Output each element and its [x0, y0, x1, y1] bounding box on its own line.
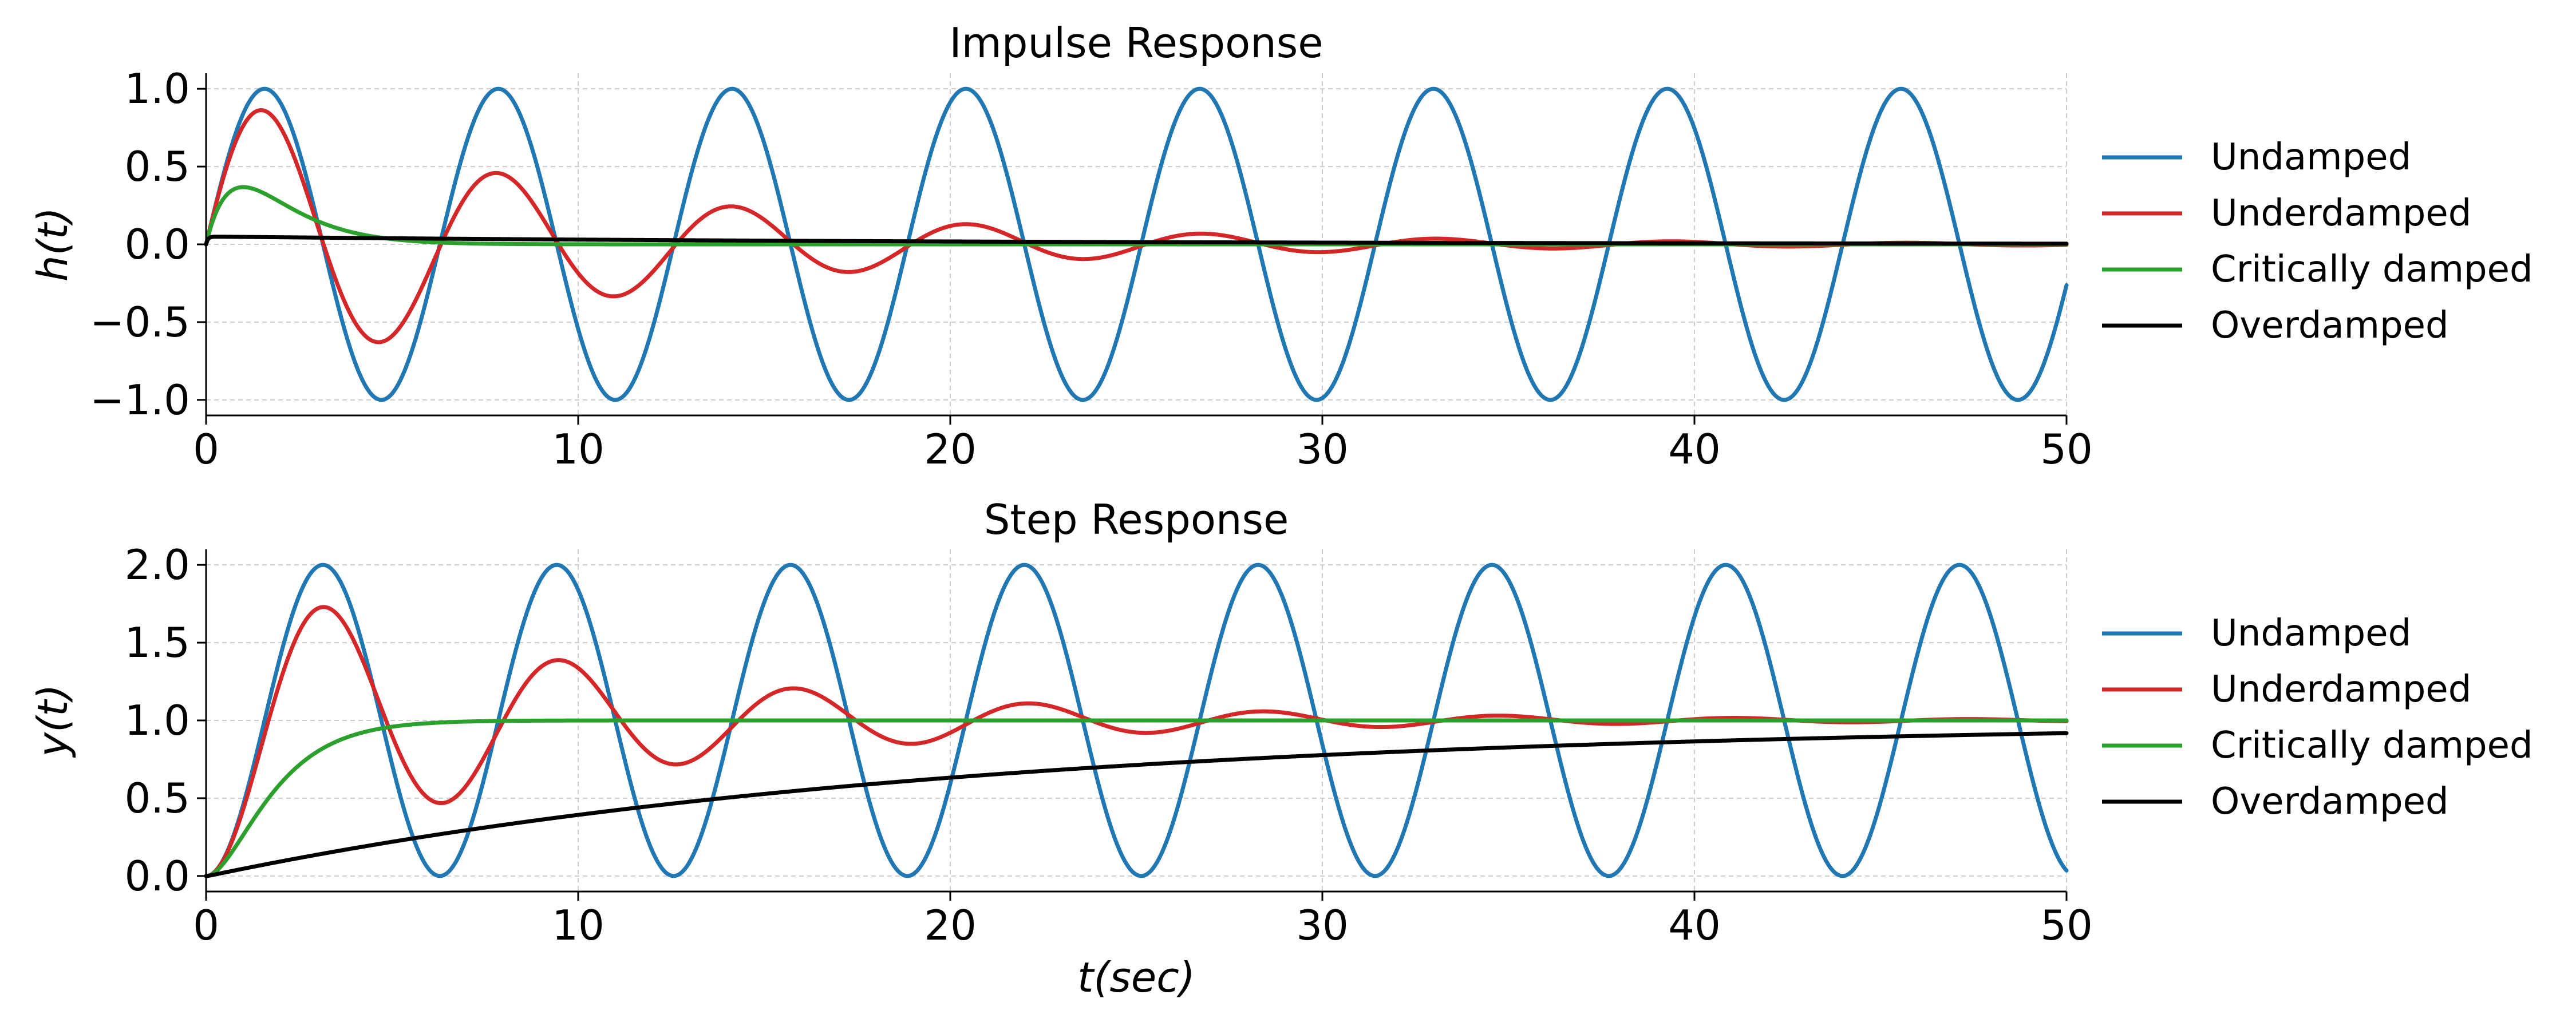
- y-tick-label: 1.0: [124, 696, 190, 744]
- x-tick-label: 30: [1296, 901, 1349, 949]
- y-tick-label: 2.0: [124, 541, 190, 589]
- chart-title: Impulse Response: [949, 19, 1323, 67]
- legend: Undamped Underdamped Critically damped Over…: [2102, 136, 2533, 347]
- legend-label-undamped: Undamped: [2211, 612, 2411, 655]
- y-tick-label: 0.5: [124, 142, 190, 191]
- y-tick-label: 0.0: [124, 220, 190, 268]
- y-tick-label: −0.5: [90, 298, 190, 346]
- legend-label-overdamped: Overdamped: [2211, 304, 2449, 347]
- x-tick-label: 10: [552, 425, 605, 473]
- legend-label-undamped: Undamped: [2211, 136, 2411, 179]
- x-tick-label: 30: [1296, 425, 1349, 473]
- series-group: [204, 86, 2069, 402]
- x-tick-label: 50: [2040, 901, 2093, 949]
- series-group: [204, 562, 2069, 878]
- x-axis-label: t(sec): [1077, 953, 1195, 1001]
- legend-label-overdamped: Overdamped: [2211, 781, 2449, 823]
- series-line-overdamped: [204, 731, 2069, 878]
- y-tick-label: 0.0: [124, 852, 190, 900]
- series-line-undamped: [204, 86, 2069, 402]
- x-tick-label: 20: [924, 901, 977, 949]
- y-tick-label: 0.5: [124, 774, 190, 822]
- x-tick-label: 20: [924, 425, 977, 473]
- subplot-1: 0 10 20 30 40 50 −1.0 −0.5 0.0 0.5 1.0 Impulse Resp…: [29, 19, 2533, 473]
- legend-label-critically-damped: Critically damped: [2211, 248, 2533, 291]
- x-tick-label: 10: [552, 901, 605, 949]
- series-line-overdamped: [204, 235, 2069, 247]
- x-tick-label: 0: [193, 425, 219, 473]
- x-tick-label: 0: [193, 901, 219, 949]
- series-line-underdamped: [204, 108, 2069, 344]
- series-line-underdamped: [204, 605, 2069, 878]
- y-axis-label: h(t): [29, 207, 77, 282]
- series-line-critically-damped: [204, 185, 2069, 247]
- x-tick-label: 40: [1668, 425, 1721, 473]
- subplot-2: 0 10 20 30 40 50 0.0 0.5 1.0 1.5 2.0 Step Response y…: [29, 496, 2533, 1001]
- legend: Undamped Underdamped Critically damped Over…: [2102, 612, 2533, 823]
- series-line-critically-damped: [204, 718, 2069, 878]
- chart-title: Step Response: [984, 496, 1289, 544]
- legend-label-underdamped: Underdamped: [2211, 192, 2471, 235]
- y-tick-label: 1.0: [124, 65, 190, 113]
- x-tick-label: 50: [2040, 425, 2093, 473]
- y-tick-label: 1.5: [124, 619, 190, 667]
- legend-label-underdamped: Underdamped: [2211, 668, 2471, 711]
- legend-label-critically-damped: Critically damped: [2211, 724, 2533, 767]
- x-tick-label: 40: [1668, 901, 1721, 949]
- series-line-undamped: [204, 562, 2069, 878]
- y-axis-label: y(t): [29, 684, 77, 758]
- y-tick-label: −1.0: [90, 376, 190, 424]
